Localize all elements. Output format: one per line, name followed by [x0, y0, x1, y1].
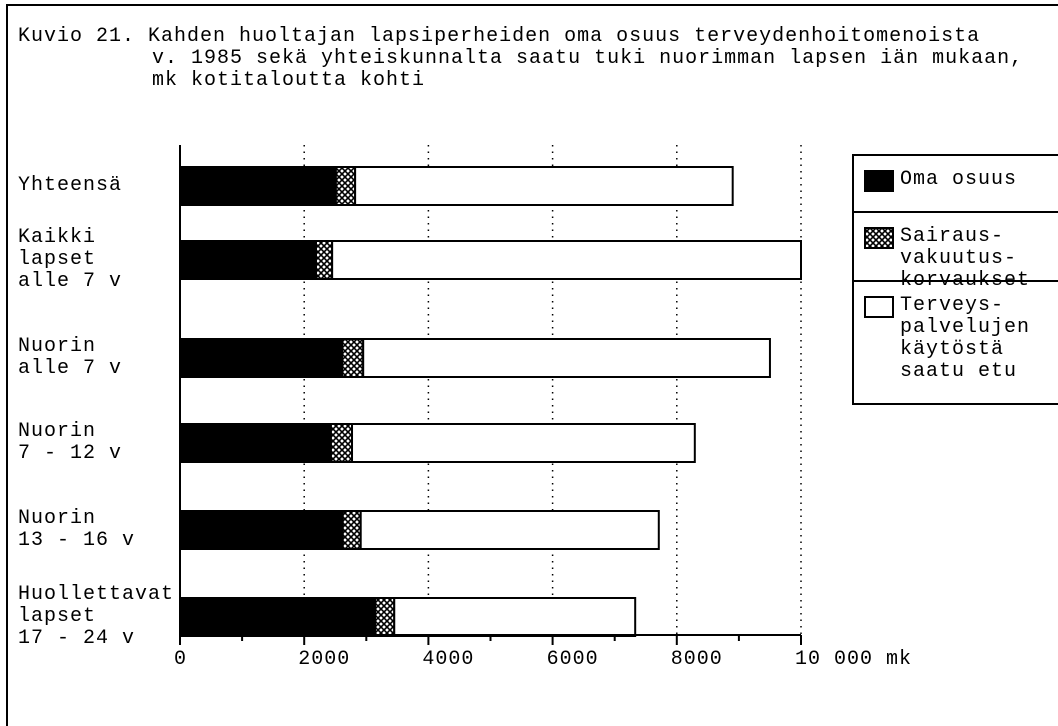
bar-segment: [314, 240, 334, 280]
bar-segment: [351, 423, 696, 463]
y-tick-label: Nuorin 7 - 12 v: [18, 420, 123, 465]
x-tick-label: 2000: [298, 648, 351, 671]
bar-segment: [179, 423, 332, 463]
bar-segment: [179, 597, 376, 637]
frame: [6, 4, 1058, 726]
legend-swatch: [864, 296, 894, 318]
legend-label: Terveys- palvelujen käytöstä saatu etu: [900, 294, 1031, 383]
bar-segment: [334, 166, 357, 206]
bar-segment: [362, 338, 771, 378]
bar-segment: [359, 510, 660, 550]
legend-swatch: [864, 227, 894, 249]
legend-label: Sairaus- vakuutus- korvaukset: [900, 225, 1031, 292]
bar-segment: [331, 240, 802, 280]
x-tick-label: 6000: [546, 648, 599, 671]
bar-segment: [393, 597, 637, 637]
y-tick-label: Nuorin 13 - 16 v: [18, 507, 136, 552]
y-tick-label: Nuorin alle 7 v: [18, 335, 123, 380]
bar-segment: [179, 338, 344, 378]
y-tick-label: Huollettavat lapset 17 - 24 v: [18, 583, 175, 650]
chart-title: Kuvio 21. Kahden huoltajan lapsiperheide…: [18, 25, 1024, 92]
x-tick-label: 8000: [670, 648, 723, 671]
x-tick-label: 10 000 mk: [795, 648, 913, 671]
bar-segment: [373, 597, 396, 637]
bar-segment: [341, 510, 362, 550]
x-tick-label: 0: [174, 648, 188, 671]
y-tick-label: Yhteensä: [18, 174, 123, 197]
bar-segment: [179, 166, 337, 206]
legend-box: [852, 154, 1058, 405]
legend-label: Oma osuus: [900, 168, 1018, 191]
bar-segment: [179, 240, 317, 280]
y-tick-label: Kaikki lapset alle 7 v: [18, 226, 123, 293]
x-tick-label: 4000: [422, 648, 475, 671]
bar-segment: [179, 510, 344, 550]
bar-segment: [341, 338, 365, 378]
bar-segment: [354, 166, 734, 206]
bar-segment: [329, 423, 354, 463]
legend-swatch: [864, 170, 894, 192]
